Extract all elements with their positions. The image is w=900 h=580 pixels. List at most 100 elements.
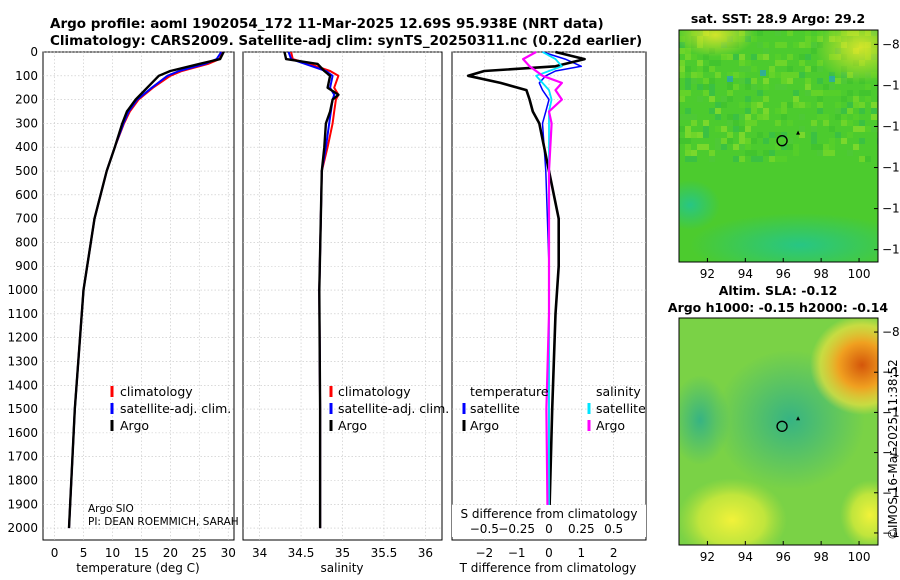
sst-grid-cell bbox=[679, 114, 685, 120]
sst-grid-cell bbox=[787, 30, 793, 36]
sst-grid-cell bbox=[793, 72, 799, 78]
sst-grid-cell bbox=[679, 138, 685, 144]
sst-grid-cell bbox=[787, 138, 793, 144]
sst-grid-cell bbox=[691, 72, 697, 78]
sst-grid-cell bbox=[799, 60, 805, 66]
sst-grid-cell bbox=[745, 66, 751, 72]
sst-grid-cell bbox=[811, 144, 817, 150]
sst-grid-cell bbox=[775, 108, 781, 114]
sst-grid-cell bbox=[811, 48, 817, 54]
sst-grid-cell bbox=[781, 114, 787, 120]
x-tick-label: 1 bbox=[578, 546, 586, 560]
s-difference-label: S difference from climatology bbox=[461, 507, 638, 521]
sst-grid-cell bbox=[817, 108, 823, 114]
sst-grid-cell bbox=[817, 96, 823, 102]
sla-low-patch bbox=[679, 375, 730, 465]
sst-grid-cell bbox=[679, 72, 685, 78]
sst-grid-cell bbox=[841, 114, 847, 120]
sst-grid-cell bbox=[793, 144, 799, 150]
sst-grid-cell bbox=[751, 66, 757, 72]
y-tick-label: 600 bbox=[15, 188, 38, 202]
sst-grid-cell bbox=[751, 120, 757, 126]
sst-grid-cell bbox=[745, 78, 751, 84]
sla-float-marker bbox=[776, 416, 801, 432]
sst-grid-cell bbox=[733, 84, 739, 90]
sst-warm-patch bbox=[679, 30, 755, 57]
sst-grid-cell bbox=[751, 54, 757, 60]
y-tick-label: 1800 bbox=[7, 473, 38, 487]
sst-grid-cell bbox=[787, 102, 793, 108]
sst-grid-cell bbox=[805, 66, 811, 72]
salinity-axes-frame bbox=[242, 51, 443, 541]
sst-grid-cell bbox=[781, 132, 787, 138]
sst-grid-cell bbox=[763, 48, 769, 54]
sst-grid-cell bbox=[775, 144, 781, 150]
y-tick-label: 900 bbox=[15, 259, 38, 273]
map-y-tick-label: −10 bbox=[882, 78, 900, 92]
temperature-ticks: 0100200300400500600700800900100011001200… bbox=[7, 45, 235, 560]
x-tick-label: 30 bbox=[221, 546, 236, 560]
sst-grid-cell bbox=[757, 132, 763, 138]
y-tick-label: 200 bbox=[15, 93, 38, 107]
sst-grid-cell bbox=[721, 126, 727, 132]
sst-cool-cell bbox=[760, 70, 766, 76]
y-tick-label: 1200 bbox=[7, 331, 38, 345]
difference-panel: −2 −1 0 1 2 T difference from climatology S … bbox=[451, 50, 647, 575]
sst-grid-cell bbox=[745, 126, 751, 132]
sst-grid-cell bbox=[835, 78, 841, 84]
sst-grid-cell bbox=[859, 126, 865, 132]
sst-grid-cell bbox=[685, 144, 691, 150]
sst-grid-cell bbox=[745, 60, 751, 66]
sst-grid-cell bbox=[763, 42, 769, 48]
sst-grid-cell bbox=[685, 108, 691, 114]
sst-grid-cell bbox=[709, 84, 715, 90]
sst-grid-cell bbox=[721, 138, 727, 144]
sst-grid-cell bbox=[847, 132, 853, 138]
map-y-tick-label: −8 bbox=[882, 37, 900, 51]
sst-grid-cell bbox=[691, 120, 697, 126]
sst-grid-cell bbox=[793, 96, 799, 102]
sst-grid-cell bbox=[823, 84, 829, 90]
map-y-tick-label: −14 bbox=[882, 161, 900, 175]
sst-grid-cell bbox=[703, 144, 709, 150]
sst-grid-cell bbox=[775, 42, 781, 48]
sst-grid-cell bbox=[703, 66, 709, 72]
x-tick-label: 34 bbox=[252, 546, 267, 560]
temperature-panel: 0100200300400500600700800900100011001200… bbox=[7, 45, 238, 575]
sla-map-title: Altim. SLA: -0.12 bbox=[719, 283, 838, 298]
sla-high-patch bbox=[810, 318, 878, 415]
legend-label-satellite: satellite-adj. clim. bbox=[120, 401, 231, 416]
map-x-tick-label: 94 bbox=[738, 267, 753, 281]
sla-yellow-patch bbox=[840, 480, 878, 545]
sst-grid-cell bbox=[709, 150, 715, 156]
sst-grid-cell bbox=[769, 66, 775, 72]
sst-grid-cell bbox=[763, 84, 769, 90]
sst-grid-cell bbox=[751, 138, 757, 144]
sst-grid-cell bbox=[685, 150, 691, 156]
y-tick-label: 1600 bbox=[7, 426, 38, 440]
map-x-tick-label: 98 bbox=[814, 550, 829, 564]
sst-grid-cell bbox=[859, 156, 865, 162]
y-tick-label: 1300 bbox=[7, 354, 38, 368]
map-y-tick-label: −12 bbox=[882, 405, 900, 419]
map-y-tick-label: −16 bbox=[882, 486, 900, 500]
salinity-ticks: 34 34.5 35 35.5 36 bbox=[252, 546, 433, 560]
sst-grid-cell bbox=[751, 156, 757, 162]
sst-grid-cell bbox=[679, 96, 685, 102]
sst-grid-cell bbox=[817, 78, 823, 84]
sst-cool-cell bbox=[829, 76, 835, 82]
sst-grid-cell bbox=[817, 102, 823, 108]
sst-grid-cell bbox=[775, 54, 781, 60]
x-tick-label: −1 bbox=[508, 546, 526, 560]
sst-grid-cell bbox=[787, 72, 793, 78]
y-tick-label: 1100 bbox=[7, 307, 38, 321]
sst-grid-cell bbox=[835, 114, 841, 120]
sst-grid-cell bbox=[835, 132, 841, 138]
sst-grid-cell bbox=[811, 138, 817, 144]
legend-label-satellite: satellite-adj. clim. bbox=[338, 401, 449, 416]
sst-grid-cell bbox=[799, 114, 805, 120]
sla-map-frame bbox=[678, 317, 879, 546]
s-difference-label-background bbox=[452, 505, 646, 537]
sst-cold-patch bbox=[690, 213, 878, 262]
y-tick-label: 400 bbox=[15, 140, 38, 154]
